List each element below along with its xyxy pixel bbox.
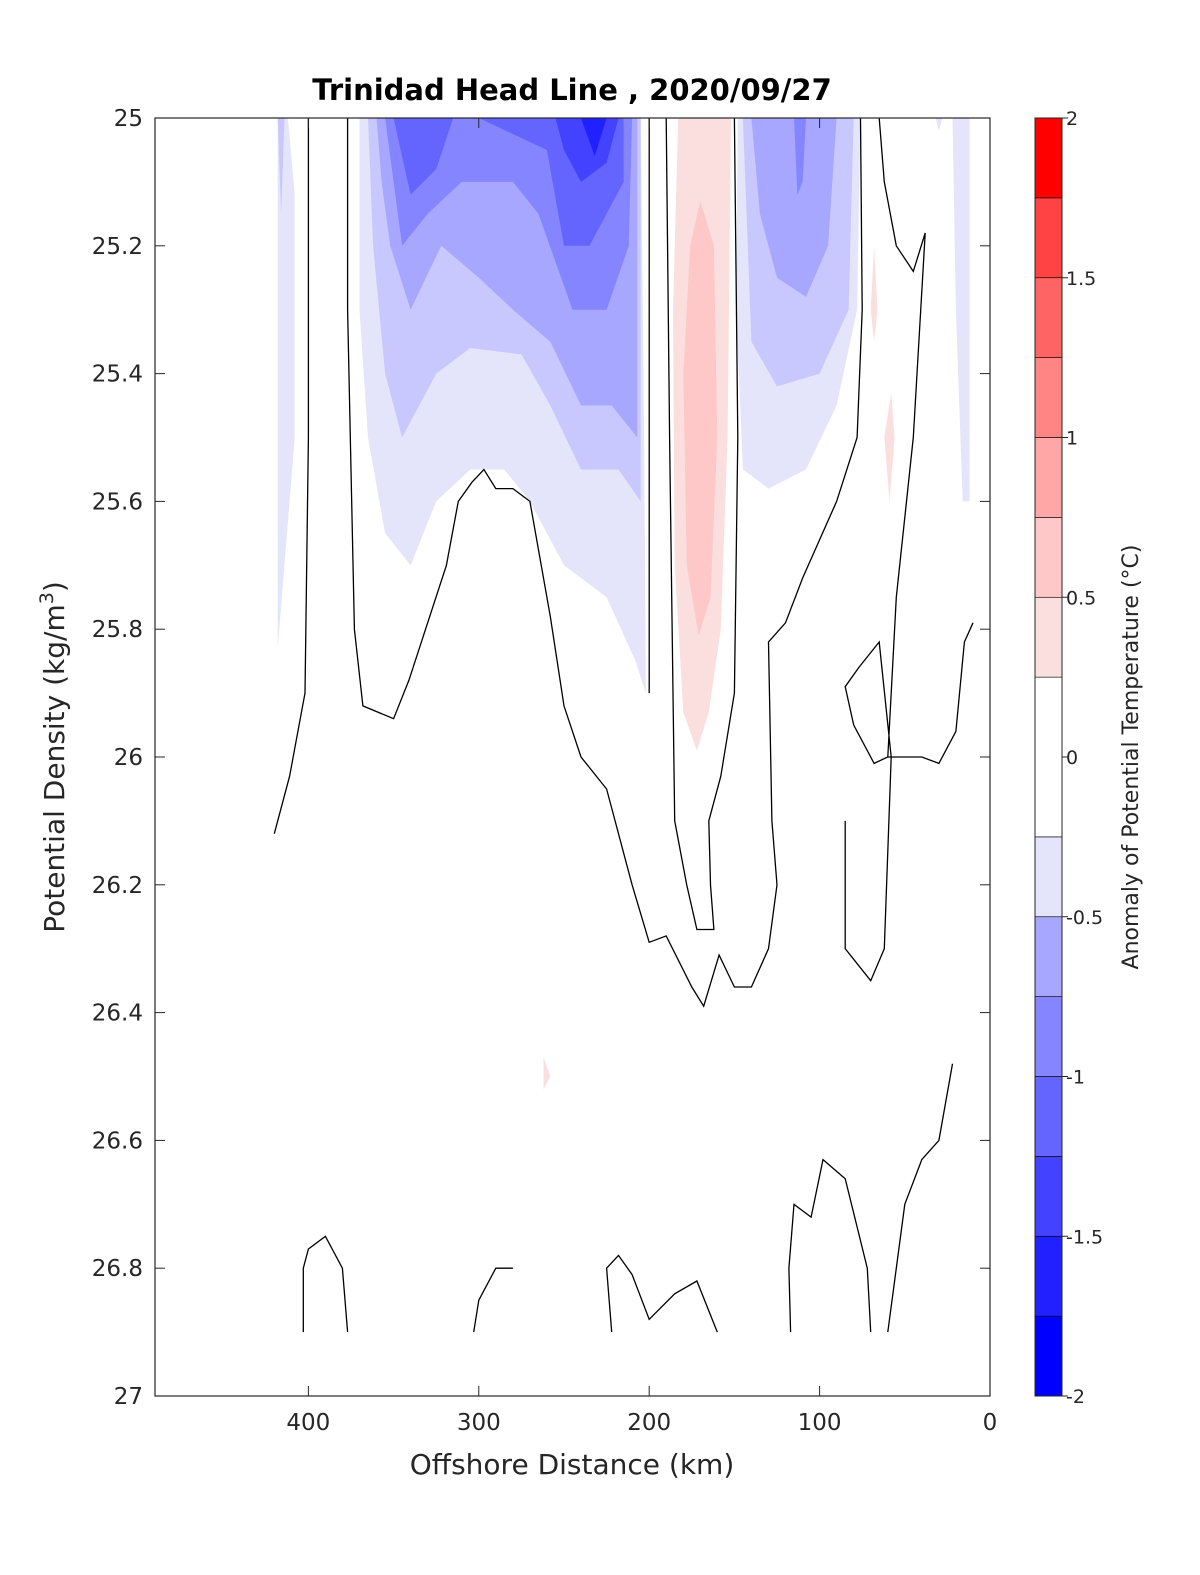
zero-contour-line xyxy=(346,118,863,1008)
y-tick-label: 26.4 xyxy=(92,1001,143,1027)
colorbar-band xyxy=(1034,1235,1063,1317)
anomaly-region xyxy=(277,118,285,214)
anomaly-region xyxy=(794,118,806,195)
x-axis-title: Offshore Distance (km) xyxy=(410,1448,735,1481)
anomaly-region xyxy=(581,118,607,157)
anomaly-region xyxy=(751,118,837,297)
colorbar-ticks: -2 -1.5 -1 -0.5 0 0.5 1 1.5 2 xyxy=(1062,108,1103,1408)
anomaly-region xyxy=(870,245,878,342)
y-tick-label: 25 xyxy=(114,106,143,132)
zero-contour-line xyxy=(887,622,974,765)
anomaly-region xyxy=(543,1057,551,1090)
colorbar-tick-label: -1.5 xyxy=(1066,1226,1103,1248)
plot-area: 400 300 200 100 0 25 25.2 25.4 25.6 25.8 26 26.2 26… xyxy=(92,106,998,1436)
x-tick-label: 100 xyxy=(798,1410,842,1436)
y-tick-label: 26.6 xyxy=(92,1128,143,1154)
colorbar-band xyxy=(1034,1315,1063,1397)
y-tick-label: 25.6 xyxy=(92,489,143,515)
x-tick-label: 300 xyxy=(457,1410,501,1436)
chart-title: Trinidad Head Line , 2020/09/27 xyxy=(312,73,832,107)
y-axis-title: Potential Density (kg/m3) xyxy=(36,581,71,933)
colorbar-band xyxy=(1034,676,1063,838)
colorbar-tick-label: -1 xyxy=(1066,1067,1085,1089)
y-axis-title-close: ) xyxy=(38,581,71,592)
anomaly-fill-regions xyxy=(277,118,970,1090)
anomaly-region xyxy=(277,118,295,649)
anomaly-region xyxy=(683,201,718,636)
zero-contour-line xyxy=(605,1254,718,1333)
colorbar-tick-label: 0.5 xyxy=(1066,587,1096,609)
x-axis-ticks: 400 300 200 100 0 xyxy=(286,118,997,1436)
colorbar-band xyxy=(1034,1076,1063,1157)
zero-contour-line xyxy=(665,118,739,931)
x-tick-label: 0 xyxy=(983,1410,998,1436)
x-tick-label: 200 xyxy=(627,1410,671,1436)
y-axis-ticks: 25 25.2 25.4 25.6 25.8 26 26.2 26.4 26.6 26.8 27 xyxy=(92,106,990,1410)
colorbar-band xyxy=(1034,916,1063,997)
colorbar-tick-label: 2 xyxy=(1066,108,1078,130)
colorbar-band xyxy=(1034,1156,1063,1237)
colorbar-band xyxy=(1034,517,1063,598)
zero-contour-line xyxy=(788,1158,872,1333)
zero-contour-line xyxy=(844,118,926,982)
anomaly-region xyxy=(952,118,970,502)
anomaly-region xyxy=(935,118,943,131)
colorbar-band xyxy=(1034,437,1063,518)
colorbar-band xyxy=(1034,197,1063,279)
colorbar-tick-label: -0.5 xyxy=(1066,907,1103,929)
colorbar: -2 -1.5 -1 -0.5 0 0.5 1 1.5 2 Anomaly of Potenti… xyxy=(1034,108,1144,1408)
y-axis-title-main: Potential Density (kg/m xyxy=(38,604,71,933)
y-axis-title-superscript: 3 xyxy=(36,592,58,604)
anomaly-region xyxy=(884,392,895,502)
x-tick-label: 400 xyxy=(286,1410,330,1436)
colorbar-title: Anomaly of Potential Temperature (°C) xyxy=(1119,545,1144,970)
y-tick-label: 27 xyxy=(114,1384,143,1410)
y-tick-label: 26.8 xyxy=(92,1256,143,1282)
colorbar-band xyxy=(1034,117,1063,199)
colorbar-bands xyxy=(1034,117,1063,1397)
zero-contour-lines xyxy=(273,118,974,1333)
colorbar-band xyxy=(1034,596,1063,678)
colorbar-tick-label: -2 xyxy=(1066,1386,1085,1408)
colorbar-band xyxy=(1034,277,1063,358)
zero-contour-line xyxy=(887,1063,954,1333)
anomaly-region xyxy=(555,118,619,182)
anomaly-region xyxy=(393,118,454,195)
colorbar-band xyxy=(1034,836,1063,918)
y-tick-label: 26.2 xyxy=(92,873,143,899)
colorbar-band xyxy=(1034,357,1063,438)
y-tick-label: 26 xyxy=(114,745,143,771)
zero-contour-line xyxy=(473,1267,513,1333)
zero-contour-line xyxy=(273,118,310,834)
colorbar-band xyxy=(1034,996,1063,1077)
colorbar-tick-label: 1 xyxy=(1066,428,1078,450)
y-tick-label: 25.8 xyxy=(92,617,143,643)
zero-contour-line xyxy=(302,1235,349,1333)
colorbar-tick-label: 1.5 xyxy=(1066,268,1096,290)
colorbar-tick-label: 0 xyxy=(1066,747,1078,769)
y-tick-label: 25.2 xyxy=(92,234,143,260)
y-tick-label: 25.4 xyxy=(92,362,143,388)
